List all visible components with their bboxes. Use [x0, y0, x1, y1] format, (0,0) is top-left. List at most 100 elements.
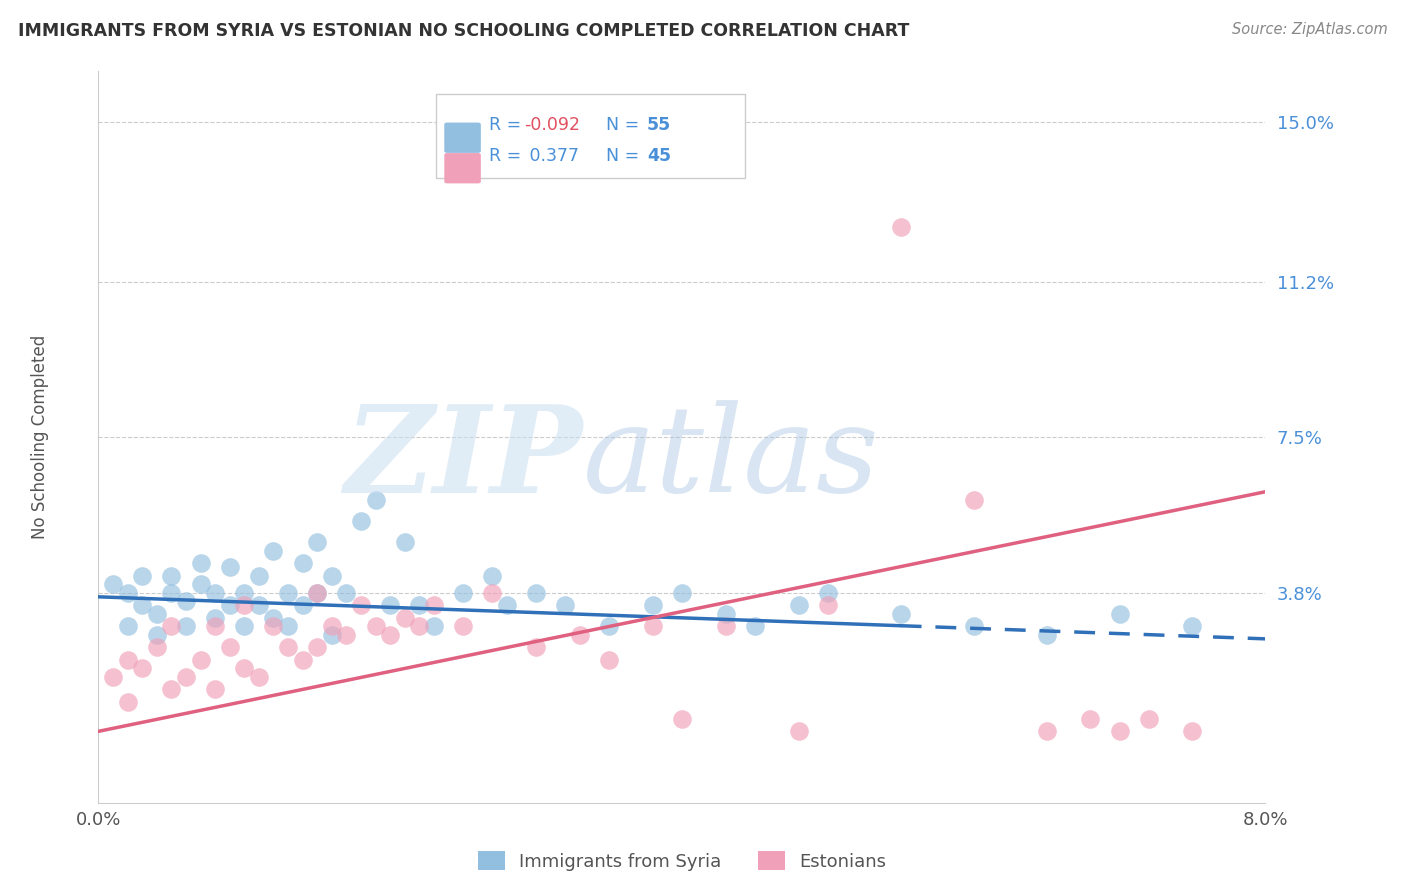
Text: 0.377: 0.377 [524, 146, 579, 164]
Text: Source: ZipAtlas.com: Source: ZipAtlas.com [1232, 22, 1388, 37]
Point [160, 569, 183, 583]
Point [524, 585, 547, 599]
Point [160, 619, 183, 633]
Point [190, 577, 212, 591]
Point [350, 514, 373, 528]
Point [233, 585, 256, 599]
Point [1035, 724, 1057, 739]
Point [218, 599, 240, 613]
Point [350, 599, 373, 613]
Point [451, 619, 474, 633]
Point [131, 661, 153, 675]
Point [277, 640, 299, 655]
Point [394, 611, 416, 625]
Point [247, 569, 270, 583]
Point [160, 585, 183, 599]
Point [714, 619, 737, 633]
Point [146, 607, 169, 621]
Point [394, 535, 416, 549]
Point [598, 619, 620, 633]
Point [101, 670, 124, 684]
Point [817, 599, 839, 613]
Point [204, 619, 226, 633]
Point [190, 653, 212, 667]
Point [364, 619, 387, 633]
Point [204, 682, 226, 697]
Point [131, 599, 153, 613]
Text: N =: N = [595, 146, 644, 164]
Point [174, 594, 197, 608]
Point [962, 619, 984, 633]
Point [641, 599, 664, 613]
Point [568, 627, 591, 641]
Text: N =: N = [595, 116, 644, 134]
Point [598, 653, 620, 667]
Point [380, 599, 402, 613]
Point [1137, 712, 1160, 726]
Point [481, 569, 503, 583]
Point [321, 619, 343, 633]
Text: No Schooling Completed: No Schooling Completed [31, 335, 49, 539]
Point [262, 611, 284, 625]
Point [247, 599, 270, 613]
Point [247, 670, 270, 684]
Point [218, 560, 240, 574]
Point [321, 627, 343, 641]
Point [233, 661, 256, 675]
Point [190, 556, 212, 570]
Point [321, 569, 343, 583]
Point [524, 640, 547, 655]
Point [962, 493, 984, 508]
Point [364, 493, 387, 508]
Point [890, 607, 912, 621]
Point [160, 682, 183, 697]
Point [307, 585, 329, 599]
Point [307, 640, 329, 655]
Text: IMMIGRANTS FROM SYRIA VS ESTONIAN NO SCHOOLING COMPLETED CORRELATION CHART: IMMIGRANTS FROM SYRIA VS ESTONIAN NO SCH… [18, 22, 910, 40]
Text: ZIP: ZIP [344, 400, 582, 518]
Point [671, 585, 693, 599]
Point [204, 611, 226, 625]
Point [671, 712, 693, 726]
Point [1108, 724, 1130, 739]
Point [307, 585, 329, 599]
Point [408, 599, 430, 613]
Point [335, 627, 357, 641]
Point [641, 619, 664, 633]
Text: atlas: atlas [582, 401, 880, 517]
Point [1108, 607, 1130, 621]
Point [117, 653, 139, 667]
Point [787, 724, 810, 739]
Point [174, 670, 197, 684]
Point [233, 619, 256, 633]
Point [423, 619, 446, 633]
Text: R =: R = [489, 116, 527, 134]
Point [714, 607, 737, 621]
Point [262, 619, 284, 633]
Point [277, 585, 299, 599]
Text: 55: 55 [647, 116, 671, 134]
Point [1181, 724, 1204, 739]
Point [174, 619, 197, 633]
Point [496, 599, 519, 613]
Point [291, 556, 314, 570]
Point [408, 619, 430, 633]
Point [204, 585, 226, 599]
Point [451, 585, 474, 599]
Point [262, 543, 284, 558]
Point [817, 585, 839, 599]
Point [787, 599, 810, 613]
Point [291, 599, 314, 613]
Point [117, 619, 139, 633]
Point [101, 577, 124, 591]
Point [131, 569, 153, 583]
Text: -0.092: -0.092 [524, 116, 581, 134]
Point [291, 653, 314, 667]
Point [1035, 627, 1057, 641]
Point [307, 535, 329, 549]
Text: R =: R = [489, 146, 527, 164]
Point [117, 585, 139, 599]
Point [481, 585, 503, 599]
Point [1080, 712, 1102, 726]
Point [146, 640, 169, 655]
